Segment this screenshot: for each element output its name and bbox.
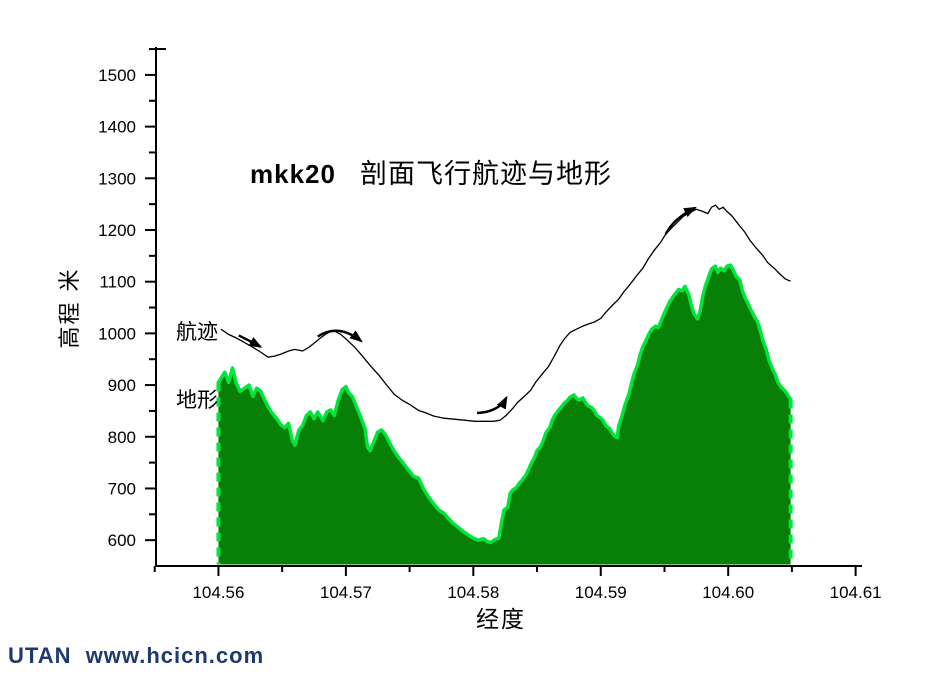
track-line <box>220 204 791 422</box>
direction-arrow <box>317 329 363 343</box>
x-tick-label: 104.56 <box>192 583 244 602</box>
chart-title-prefix: mkk20 <box>250 159 336 189</box>
terrain-series-label: 地形 <box>176 388 218 412</box>
terrain-area <box>218 265 791 565</box>
direction-arrow <box>664 206 697 235</box>
y-tick-label: 700 <box>108 479 136 498</box>
y-tick-label: 900 <box>108 376 136 395</box>
y-tick-label: 1500 <box>98 66 136 85</box>
x-tick-label: 104.59 <box>575 583 627 602</box>
y-tick-label: 1100 <box>99 273 136 292</box>
watermark: UTAN www.hcicn.com <box>8 643 265 668</box>
chart-title: mkk20 剖面飞行航迹与地形 <box>250 152 612 191</box>
y-axis-title: 高程 米 <box>58 267 83 349</box>
x-axis-title: 经度 <box>476 607 526 633</box>
chart-title-text: 剖面飞行航迹与地形 <box>359 159 612 190</box>
x-tick-label: 104.57 <box>320 583 372 602</box>
y-tick-label: 1200 <box>98 221 136 240</box>
x-tick-label: 104.58 <box>447 583 499 602</box>
track-series-label: 航迹 <box>176 320 218 344</box>
y-tick-label: 800 <box>108 428 136 447</box>
y-tick-label: 1300 <box>98 169 136 188</box>
direction-arrow <box>238 334 263 348</box>
y-tick-label: 600 <box>108 531 136 550</box>
x-tick-label: 104.61 <box>830 583 882 602</box>
x-tick-label: 104.60 <box>702 583 754 602</box>
y-tick-label: 1000 <box>98 324 136 343</box>
y-tick-label: 1400 <box>98 118 136 137</box>
terrain-edge-line <box>216 263 793 544</box>
direction-arrow <box>477 395 508 415</box>
